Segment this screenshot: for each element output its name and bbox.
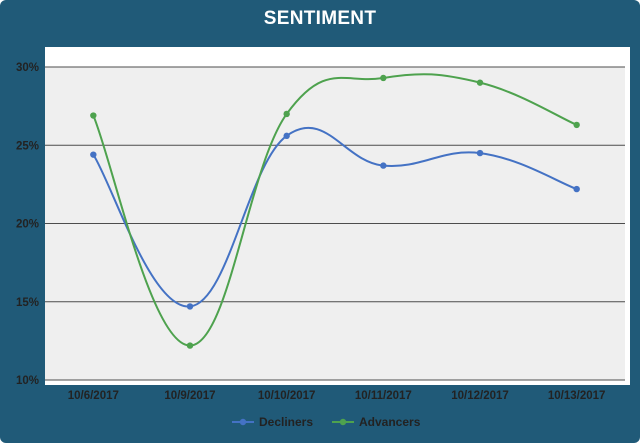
advancers-point	[90, 112, 97, 119]
x-tick-label: 10/12/2017	[451, 390, 509, 402]
y-tick-label: 15%	[16, 297, 39, 309]
y-tick-label: 30%	[16, 62, 39, 74]
advancers-point	[283, 110, 290, 118]
decliners-legend-label: Decliners	[259, 415, 313, 429]
decliners-point	[283, 132, 290, 140]
y-tick-label: 10%	[16, 375, 39, 387]
decliners-legend-marker	[239, 418, 247, 426]
y-tick-label: 25%	[16, 140, 39, 152]
x-tick-label: 10/10/2017	[258, 390, 316, 402]
advancers-point	[573, 121, 580, 129]
x-tick-label: 10/13/2017	[548, 390, 606, 402]
advancers-legend-marker	[339, 418, 347, 426]
decliners-point	[90, 151, 97, 158]
x-tick-label: 10/6/2017	[68, 390, 119, 402]
y-tick-label: 20%	[16, 219, 39, 231]
chart-title: SENTIMENT	[263, 8, 377, 29]
decliners-point	[573, 185, 580, 193]
advancers-legend-label: Advancers	[359, 415, 421, 429]
decliners-point	[380, 162, 387, 169]
decliners-point	[476, 149, 484, 157]
x-tick-label: 10/11/2017	[355, 390, 412, 402]
advancers-point	[380, 74, 387, 82]
x-tick-label: 10/9/2017	[164, 390, 215, 402]
decliners-point	[186, 303, 194, 310]
advancers-point	[186, 342, 194, 349]
advancers-point	[476, 79, 484, 86]
